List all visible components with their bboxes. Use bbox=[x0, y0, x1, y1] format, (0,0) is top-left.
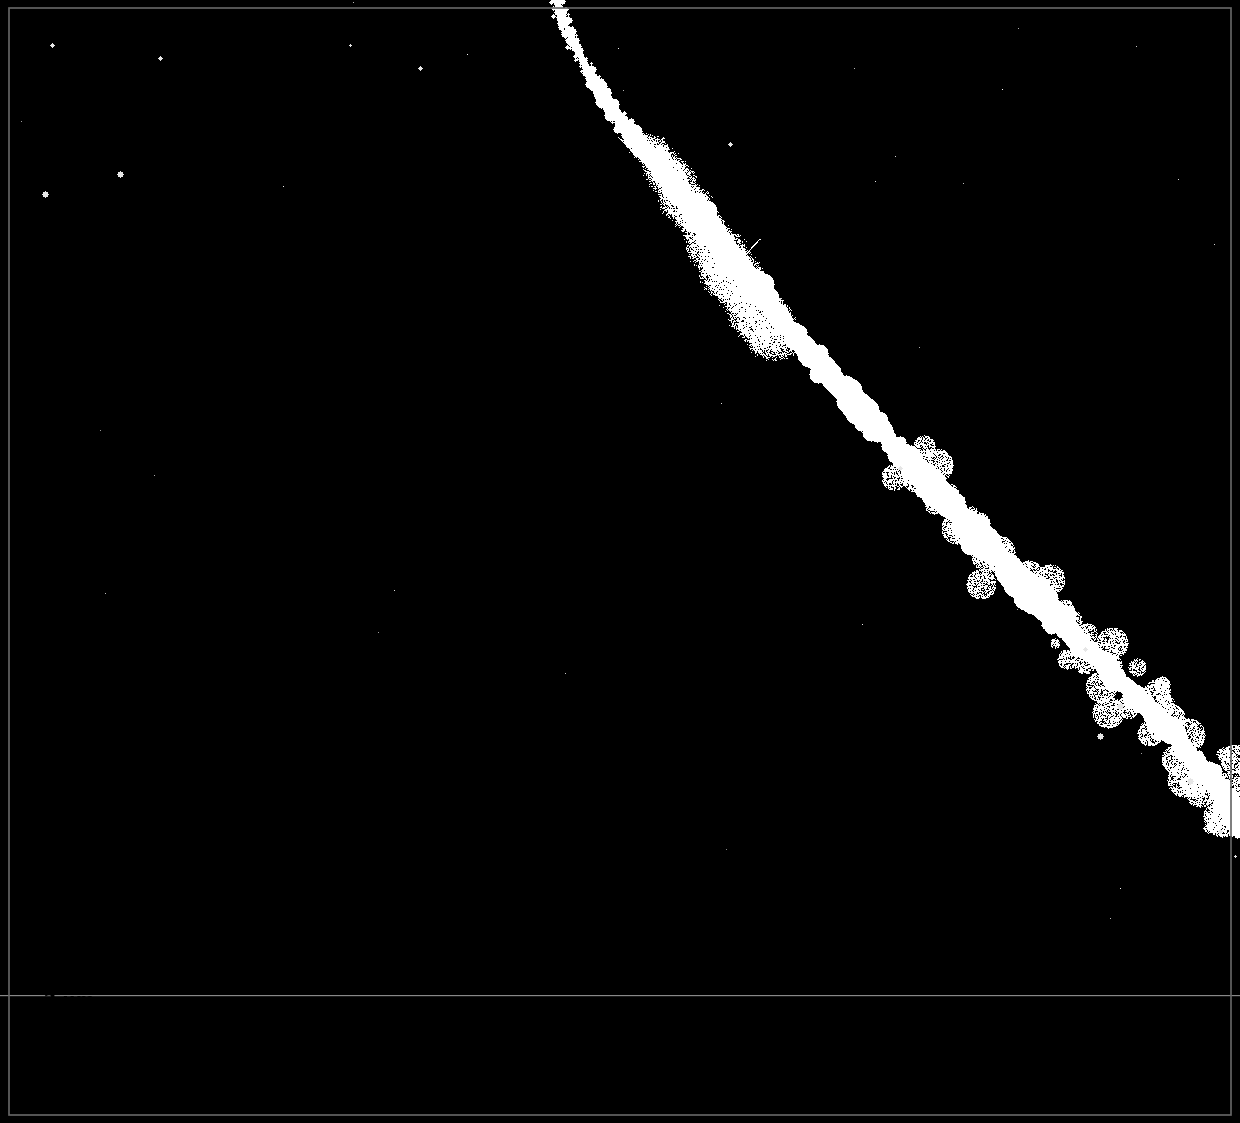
Text: 2 μm: 2 μm bbox=[43, 993, 94, 1011]
Text: Signal A = InLens: Signal A = InLens bbox=[583, 1017, 760, 1037]
Text: Time :15:25:33: Time :15:25:33 bbox=[893, 1078, 1045, 1096]
Text: WD = 6.6 mm: WD = 6.6 mm bbox=[273, 1078, 410, 1096]
Text: Mag =  2.00 K X: Mag = 2.00 K X bbox=[583, 1078, 744, 1096]
Text: EHT = 15.00 kV: EHT = 15.00 kV bbox=[273, 1017, 429, 1037]
Text: Date :25 Feb 2017: Date :25 Feb 2017 bbox=[893, 1017, 1078, 1037]
